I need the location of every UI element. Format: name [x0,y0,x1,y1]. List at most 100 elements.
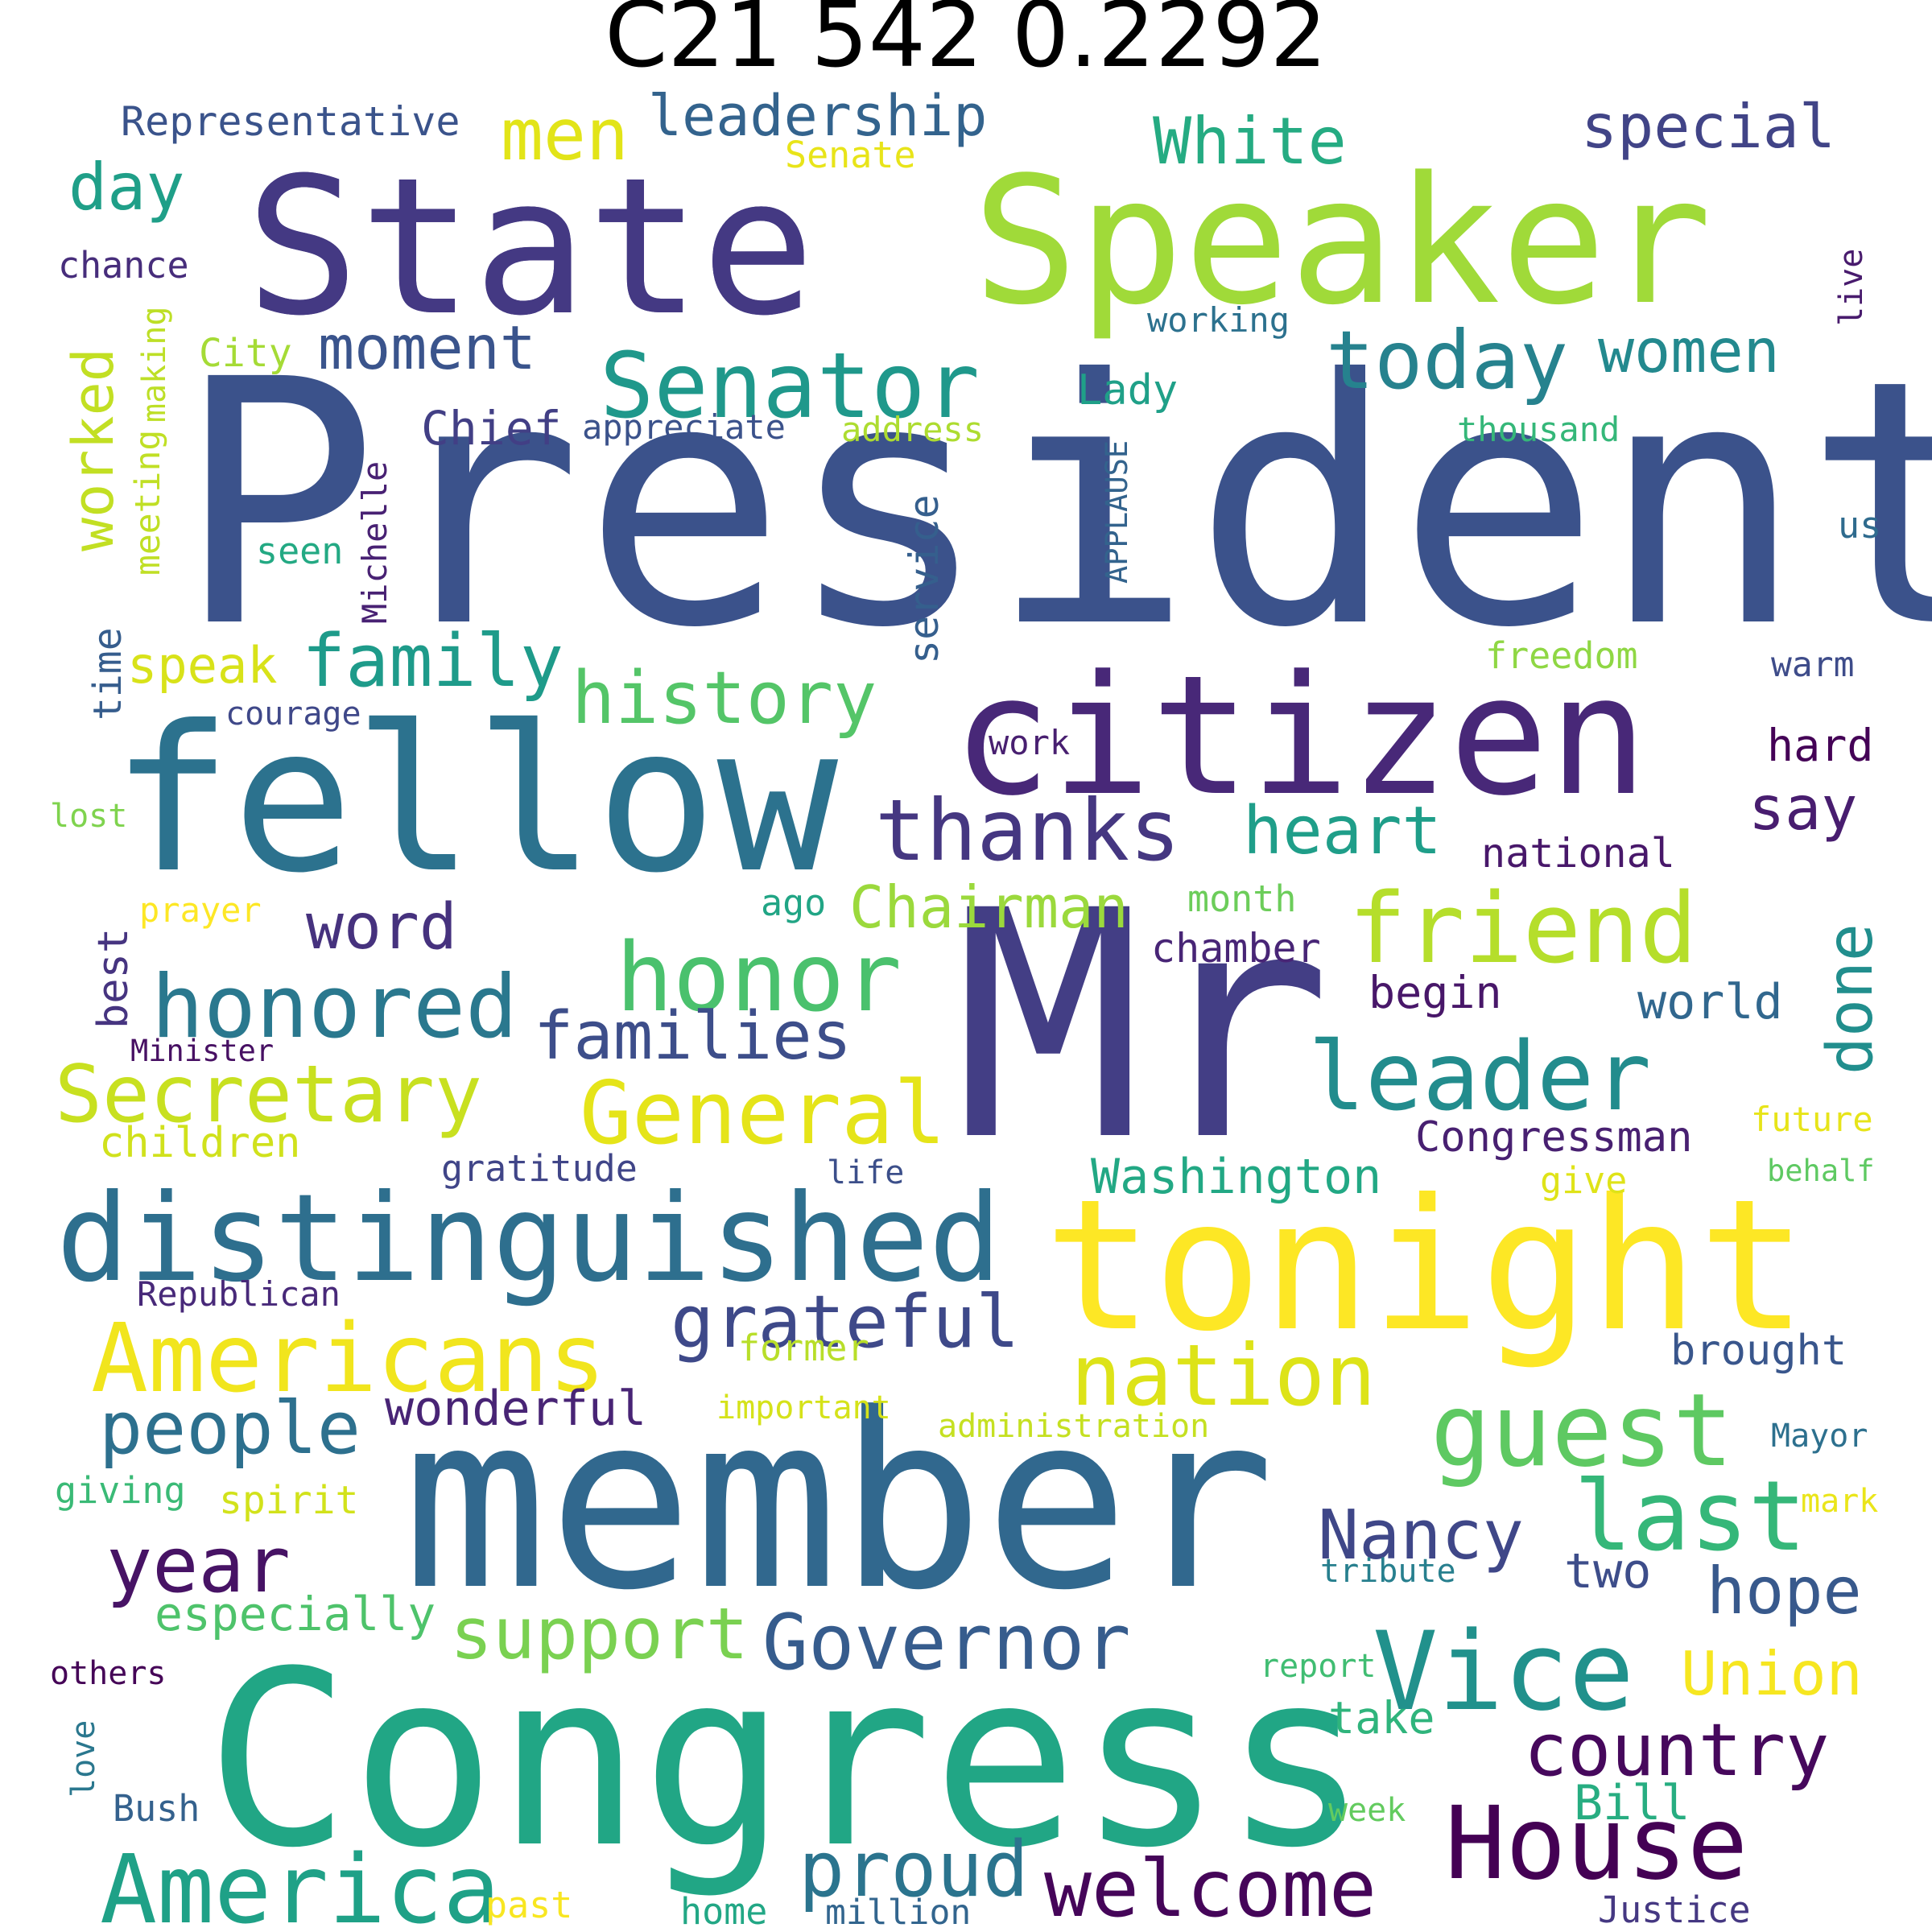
word-hope: hope [1707,1554,1862,1629]
word-seen: seen [256,530,343,572]
word-tonight: tonight [1044,1161,1807,1372]
word-nancy: Nancy [1318,1496,1524,1575]
word-heart: heart [1243,793,1442,869]
word-bush: Bush [113,1787,200,1830]
word-life: life [827,1154,904,1191]
word-union: Union [1681,1638,1863,1709]
word-hard: hard [1767,720,1873,771]
word-world: world [1637,974,1783,1030]
word-governor: Governor [762,1599,1131,1687]
word-address: address [841,410,984,449]
word-meeting: meeting [128,430,168,576]
word-children: children [99,1119,300,1167]
word-month: month [1187,877,1296,920]
word-prayer: prayer [139,890,262,930]
word-others: others [50,1655,167,1692]
word-us: us [1838,504,1881,547]
word-secretary: Secretary [55,1049,482,1141]
word-national: national [1481,830,1675,877]
word-courage: courage [225,696,361,733]
word-people: people [99,1386,361,1471]
word-chamber: chamber [1151,925,1321,972]
word-time: time [85,627,130,720]
word-mark: mark [1801,1483,1878,1520]
word-appreciate: appreciate [582,407,786,447]
word-wonderful: wonderful [385,1381,646,1437]
cloud-title: C21 542 0.2292 [605,0,1327,88]
word-senate: Senate [785,134,916,176]
word-family: family [302,619,564,704]
word-welcome: welcome [1044,1843,1377,1932]
word-distinguished: distinguished [56,1169,1001,1309]
word-nation: nation [1071,1327,1376,1425]
word-justice: Justice [1598,1889,1751,1931]
word-freedom: freedom [1485,634,1638,677]
word-last: last [1574,1461,1806,1573]
word-warm: warm [1771,645,1855,685]
word-house: House [1445,1785,1748,1902]
word-member: member [402,1362,1275,1643]
word-behalf: behalf [1767,1154,1875,1188]
word-brought: brought [1670,1327,1847,1375]
word-important: important [716,1389,891,1426]
word-history: history [572,656,877,741]
word-senator: Senator [600,334,980,439]
word-chairman: Chairman [849,873,1129,941]
word-done: done [1814,923,1887,1075]
word-thanks: thanks [875,782,1180,880]
word-year: year [106,1521,291,1610]
word-chief: Chief [421,401,562,456]
word-families: families [534,998,852,1075]
word-service: service [901,494,947,664]
word-mr: Mr [954,844,1332,1209]
word-congress: Congress [205,1620,1368,1901]
word-general: General [580,1063,946,1164]
word-thousand: thousand [1457,410,1620,449]
word-city: City [199,331,292,376]
word-take: take [1328,1692,1435,1744]
word-word: word [306,891,457,964]
word-speak: speak [127,636,278,695]
word-support: support [450,1592,749,1675]
word-former: former [738,1327,869,1369]
word-guest: guest [1430,1373,1733,1489]
word-vice: Vice [1373,1608,1634,1735]
word-spirit: spirit [219,1478,358,1523]
word-grateful: grateful [671,1280,1019,1364]
word-washington: Washington [1091,1149,1381,1205]
word-white: White [1153,104,1347,179]
word-administration: administration [938,1408,1209,1445]
word-best: best [89,928,138,1029]
word-bill: Bill [1574,1775,1690,1831]
word-representative: Representative [121,98,460,145]
word-home: home [680,1890,767,1932]
word-work: work [989,723,1070,762]
word-fellow: fellow [111,683,839,917]
word-honor: honor [616,922,902,1033]
word-michelle: Michelle [355,461,394,624]
word-moment: moment [318,312,536,383]
word-chance: chance [58,244,189,287]
word-congressman: Congressman [1415,1113,1692,1162]
word-worked: worked [60,348,126,551]
word-gratitude: gratitude [441,1147,638,1190]
word-today: today [1326,313,1568,407]
word-report: report [1260,1648,1377,1685]
word-minister: Minister [130,1034,274,1068]
word-special: special [1581,91,1835,162]
word-giving: giving [55,1469,186,1512]
word-america: America [100,1834,500,1932]
word-lady: Lady [1077,366,1178,415]
word-honored: honored [151,957,518,1058]
word-past: past [485,1884,572,1926]
word-tribute: tribute [1320,1553,1456,1590]
word-friend: friend [1348,873,1697,985]
word-americans: Americans [91,1302,605,1414]
word-president: President [175,308,1932,702]
word-republican: Republican [137,1274,341,1314]
word-love: love [65,1720,102,1798]
word-two: two [1564,1543,1651,1600]
word-ago: ago [761,881,826,924]
word-million: million [825,1893,971,1932]
